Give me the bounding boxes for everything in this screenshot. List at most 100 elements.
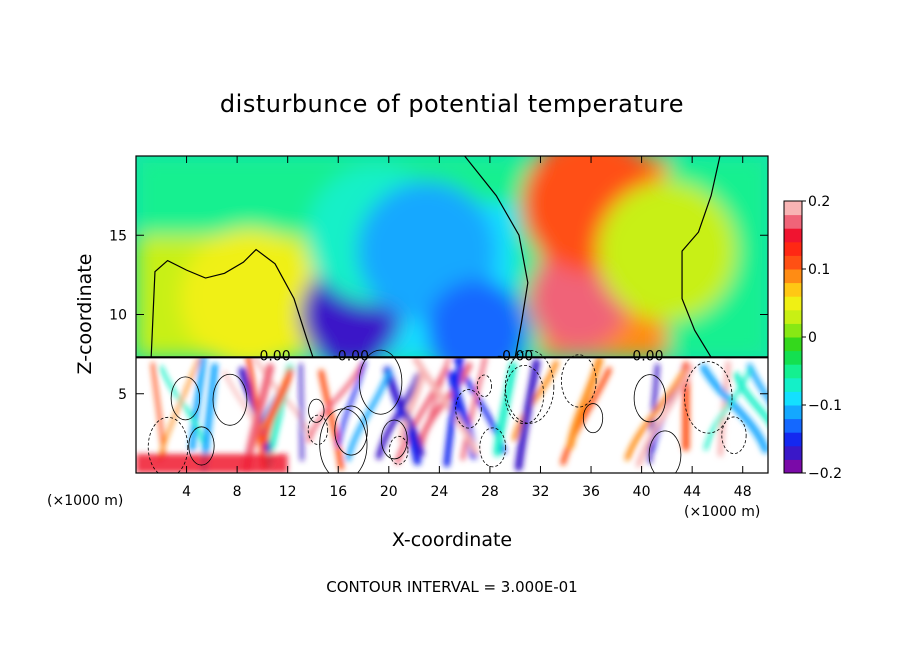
x-unit-label-right: (×1000 m) — [684, 504, 760, 520]
turbulent-streak — [336, 359, 367, 447]
turbulent-streak — [299, 363, 304, 461]
turbulent-streak — [460, 357, 488, 461]
contour-label: 0.00 — [259, 348, 290, 364]
upper-anomaly-blob — [180, 228, 320, 369]
contour-labels: 0.00 -0.00 -0.00 0.00 — [259, 348, 663, 364]
lower-contour — [334, 405, 368, 456]
lower-contour — [308, 398, 325, 423]
colorbar-tick-label: −0.1 — [808, 398, 842, 414]
chart-title: disturbunce of potential temperature — [220, 90, 684, 118]
turbulent-streak — [746, 363, 768, 403]
turbulent-streak — [345, 370, 392, 462]
y-tick-label: 15 — [109, 228, 127, 244]
lower-contour — [479, 427, 507, 468]
lower-contour — [721, 416, 747, 455]
contour-label: -0.00 — [333, 348, 369, 364]
lower-contour — [633, 374, 666, 423]
turbulent-streak — [412, 357, 479, 456]
colorbar-swatch — [784, 405, 802, 420]
lower-contour — [560, 354, 597, 408]
lower-contour — [380, 419, 408, 460]
turbulent-streak — [398, 368, 426, 444]
colorbar-tick-label: 0.2 — [808, 194, 830, 210]
x-tick-label: 4 — [182, 484, 191, 500]
turbulent-streak — [418, 357, 451, 457]
turbulent-streak — [493, 361, 517, 457]
x-tick-label: 44 — [683, 484, 701, 500]
y-tick-label: 5 — [118, 387, 127, 403]
turbulent-streak — [635, 365, 694, 468]
upper-anomaly-blob — [426, 279, 528, 382]
colorbar-swatch — [784, 282, 802, 297]
turbulent-streak — [262, 368, 293, 445]
x-unit-label-left: (×1000 m) — [47, 493, 123, 509]
x-tick-label: 28 — [481, 484, 499, 500]
colorbar-swatch — [784, 323, 802, 338]
x-tick-label: 24 — [430, 484, 448, 500]
turbulent-streak — [560, 367, 612, 466]
lower-contour — [455, 389, 482, 429]
zero-contour — [464, 156, 529, 358]
turbulent-streak — [443, 357, 464, 468]
colorbar-swatch — [784, 255, 802, 270]
turbulent-streak — [511, 360, 559, 442]
colorbar-swatch — [784, 445, 802, 460]
turbulent-streak — [700, 364, 768, 454]
colorbar-swatch — [784, 309, 802, 324]
turbulent-streak — [375, 372, 422, 460]
y-axis-label: Z-coordinate — [74, 254, 96, 375]
colorbar-swatch — [784, 269, 802, 284]
colorbar-swatch — [784, 228, 802, 243]
x-tick-label: 48 — [734, 484, 752, 500]
colorbar-swatch — [784, 337, 802, 352]
lower-contour — [504, 364, 545, 425]
upper-anomaly-layer — [136, 156, 768, 382]
contour-interval-note: CONTOUR INTERVAL = 3.000E-01 — [326, 578, 577, 596]
colorbar-swatch — [784, 459, 802, 474]
turbulent-streak — [624, 368, 687, 461]
lower-contour — [476, 374, 492, 398]
colorbar-tick-label: −0.2 — [808, 466, 842, 482]
lower-contour — [582, 403, 604, 434]
turbulent-streak — [514, 358, 541, 472]
lower-contour — [388, 435, 409, 465]
colorbar-swatch — [784, 391, 802, 406]
lower-contour — [212, 373, 248, 426]
colorbar-swatch — [784, 364, 802, 379]
colorbar-tick-label: 0.1 — [808, 262, 830, 278]
surface-band — [136, 453, 288, 473]
lower-contour — [505, 350, 555, 424]
x-tick-label: 8 — [233, 484, 242, 500]
x-tick-label: 36 — [582, 484, 600, 500]
x-axis-label: X-coordinate — [392, 529, 512, 551]
lower-contour — [170, 376, 201, 421]
colorbar-swatch — [784, 418, 802, 433]
y-axis-ticks: 5 10 15 — [109, 228, 768, 403]
x-tick-label: 32 — [532, 484, 550, 500]
x-tick-label: 16 — [329, 484, 347, 500]
turbulent-streak — [318, 369, 344, 471]
lower-contour — [188, 426, 215, 466]
lower-streaks — [136, 357, 768, 473]
upper-field — [136, 156, 768, 382]
colorbar-tick-label: 0 — [808, 330, 817, 346]
lower-field — [136, 357, 768, 473]
upper-anomaly-blob — [597, 181, 737, 321]
lower-contour — [684, 361, 733, 434]
turbulent-streak — [703, 367, 752, 451]
lower-contour — [648, 430, 682, 473]
lower-contour — [307, 414, 329, 445]
turbulent-streak — [306, 361, 365, 443]
turbulent-streak — [222, 370, 277, 464]
colorbar-swatch — [784, 296, 802, 311]
x-axis-ticks: 4 8 12 16 20 24 28 32 36 40 44 48 — [182, 156, 752, 500]
colorbar-swatch — [784, 432, 802, 447]
colorbar-swatch — [784, 377, 802, 392]
zero-contour — [681, 156, 721, 358]
lower-contour — [147, 416, 189, 473]
contour-lines — [136, 156, 768, 473]
x-tick-label: 12 — [279, 484, 297, 500]
colorbar: 0.2 0.1 0 −0.1 −0.2 — [783, 194, 842, 482]
